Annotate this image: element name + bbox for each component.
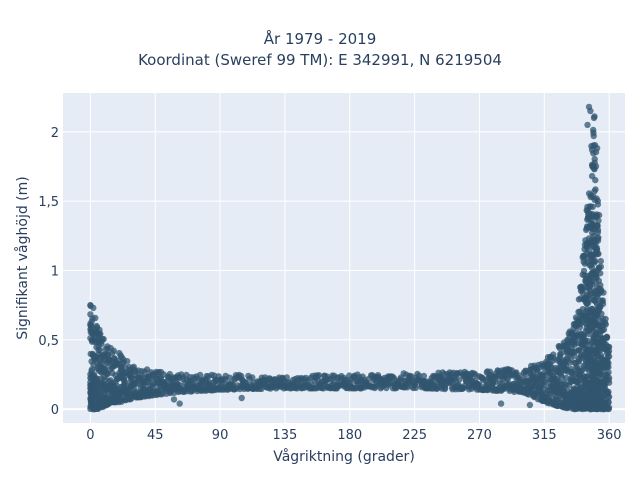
data-point [88,366,96,373]
data-point [605,379,613,386]
x-tick-label: 360 [597,428,622,443]
data-point [196,371,204,379]
data-point [595,250,602,258]
data-point [602,315,609,323]
outlier-point [238,394,245,402]
data-point [592,186,599,193]
data-point [597,282,604,289]
data-point [605,369,612,376]
data-point [238,372,245,380]
chart-title-line-2: Koordinat (Sweref 99 TM): E 342991, N 62… [138,51,502,69]
data-point [592,257,599,265]
data-point [597,263,604,270]
data-point [92,314,99,322]
x-tick-label: 45 [147,428,164,443]
data-point [226,374,233,381]
data-point [590,132,597,140]
data-point [605,393,613,400]
x-tick-label: 135 [273,428,298,443]
data-point [590,114,598,122]
y-axis-label: Signifikant våghöjd (m) [14,176,31,339]
outlier-point [526,401,534,409]
x-tick-label: 90 [212,428,229,443]
y-tick-labels: 0 0,5 1 1,5 2 [38,126,59,418]
data-point [354,371,361,378]
data-points [87,103,613,413]
y-tick-label: 0,5 [38,334,59,349]
data-point [593,145,601,152]
data-point [283,374,290,381]
outlier-point [90,304,97,312]
data-point [605,388,612,395]
data-point [566,359,573,366]
outlier-point [176,400,183,407]
data-point [573,329,580,336]
data-point [603,334,611,341]
x-tick-label: 270 [467,428,492,443]
outlier-point [584,121,591,129]
chart-title-line-1: År 1979 - 2019 [263,30,377,48]
data-point [592,163,600,170]
data-point [605,404,613,411]
y-tick-label: 1 [51,264,59,279]
data-point [595,217,602,224]
data-point [605,347,613,355]
x-tick-label: 180 [337,428,362,443]
data-point [557,350,565,358]
data-point [594,226,602,234]
data-point [600,326,608,333]
data-point [460,384,467,392]
data-point [388,373,396,380]
x-tick-label: 225 [402,428,427,443]
y-tick-label: 2 [51,126,59,141]
data-point [420,372,428,380]
x-tick-labels: 0 45 90 135 180 225 270 315 360 [86,428,621,443]
data-point [315,372,322,379]
y-tick-label: 0 [51,403,59,418]
outlier-point [170,396,178,403]
data-point [598,310,605,317]
data-point [594,237,602,244]
x-tick-label: 315 [532,428,557,443]
data-point [412,384,419,391]
data-point [605,360,612,367]
data-point [605,374,613,382]
x-tick-label: 0 [86,428,94,443]
data-point [597,257,604,265]
data-point [110,347,118,354]
data-point [157,391,165,398]
data-point [594,201,602,208]
data-point [595,211,603,219]
data-point [575,379,582,386]
data-point [542,378,549,385]
data-point [605,353,613,360]
data-point [555,343,562,350]
y-tick-label: 1,5 [38,195,59,210]
data-point [599,300,607,307]
data-point [589,203,596,210]
outlier-point [497,400,505,407]
data-point [605,399,612,406]
data-point [96,346,103,354]
data-point [585,330,593,338]
data-point [97,330,104,338]
data-point [456,376,463,383]
data-point [100,335,107,343]
outlier-point [587,107,594,115]
data-point [602,321,609,328]
data-point [592,176,599,184]
data-point [597,270,604,277]
data-point [600,289,607,296]
data-point [591,155,598,163]
x-axis-label: Vågriktning (grader) [273,448,415,465]
data-point [121,376,128,383]
grid-lines [63,93,625,423]
data-point [249,374,256,381]
data-point [124,358,131,365]
